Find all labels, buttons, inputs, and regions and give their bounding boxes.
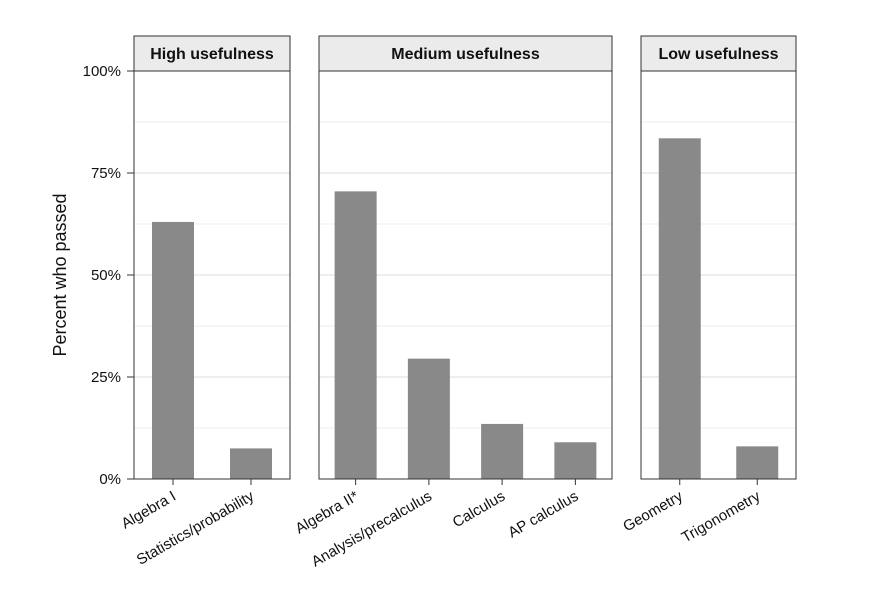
panel-border [640,70,797,480]
x-tick-label: Calculus [450,488,508,531]
y-axis-title: Percent who passed [50,193,70,356]
x-tick-label: AP calculus [505,488,581,542]
y-tick-label: 100% [83,63,121,80]
bar [736,446,779,479]
panel-title: Medium usefulness [391,46,540,63]
y-tick-label: 50% [91,267,121,284]
panel-title: High usefulness [150,46,274,63]
y-tick-label: 25% [91,369,121,386]
y-tick-label: 0% [99,471,121,488]
bar [230,448,272,479]
panel-strip [133,35,291,72]
bar [658,138,701,479]
bar [481,423,524,479]
x-tick-label: Algebra I [118,488,179,533]
x-tick-label: Analysis/precalculus [309,488,435,571]
y-tick-label: 75% [91,165,121,182]
panel-border [318,70,613,480]
x-tick-label: Geometry [620,487,686,535]
bar [554,442,597,479]
panel-title: Low usefulness [658,46,778,63]
x-tick-label: Trigonometry [679,487,764,546]
panel-border [133,70,291,480]
bar [334,191,377,480]
bar [152,221,194,479]
bar [407,358,450,479]
